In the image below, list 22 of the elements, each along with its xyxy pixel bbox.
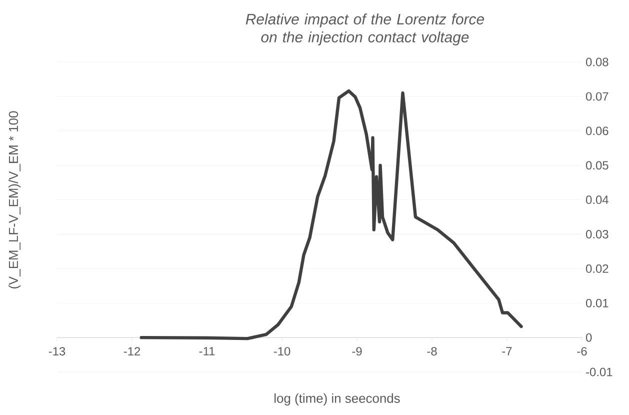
x-tick-label: -12 xyxy=(124,347,140,356)
y-tick-label: 0.01 xyxy=(586,298,608,308)
x-tick-label: -6 xyxy=(577,347,587,356)
x-tick-label: -8 xyxy=(427,347,437,356)
x-tick-label: -10 xyxy=(274,347,290,356)
x-tick-label: -13 xyxy=(48,347,66,356)
y-axis-title: (V_EM_LF-V_EM)/V_EM * 100 xyxy=(8,111,21,288)
y-tick-label: 0.04 xyxy=(586,196,608,204)
y-tick-label: 0.03 xyxy=(586,230,608,238)
y-tick-label: 0.07 xyxy=(586,92,608,101)
chart-title: Relative impact of the Lorentz force on the injection contact voltage xyxy=(246,14,484,46)
y-tick-label: 0.02 xyxy=(586,264,608,273)
y-tick-label: -0.01 xyxy=(586,368,612,376)
y-tick-label: 0 xyxy=(586,333,592,342)
x-axis-title: log (time) in seeconds xyxy=(274,393,400,406)
y-tick-label: 0.06 xyxy=(586,126,608,136)
x-tick-label: -7 xyxy=(502,347,512,356)
y-tick-label: 0.08 xyxy=(586,58,608,66)
line-series xyxy=(140,89,523,340)
x-tick-label: -9 xyxy=(352,347,362,356)
y-tick-label: 0.05 xyxy=(586,161,608,170)
x-tick-label: -11 xyxy=(199,347,215,356)
